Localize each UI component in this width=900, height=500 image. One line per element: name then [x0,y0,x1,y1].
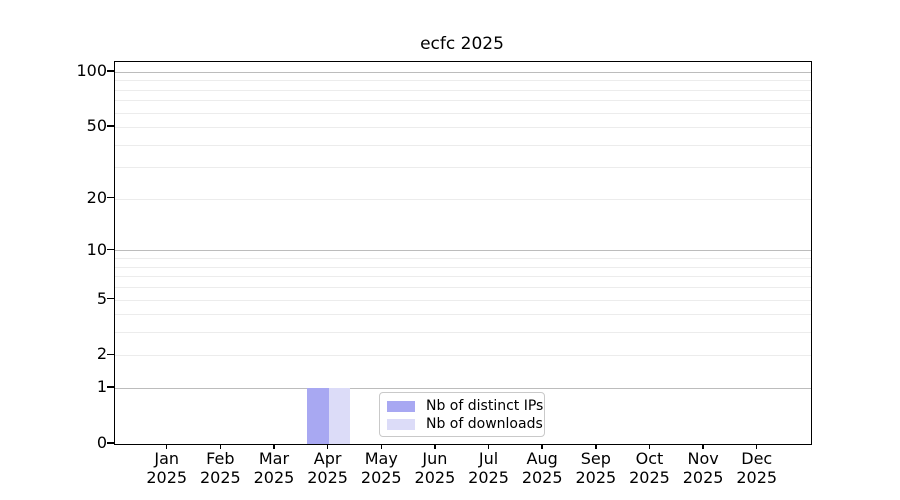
y-tick-mark [107,196,114,199]
y-tick-label: 50 [86,116,107,136]
x-tick-label: Mar 2025 [253,449,295,487]
bar-downloads [328,388,351,444]
x-tick-mark [648,444,651,449]
gridline-minor [115,127,811,129]
gridline-minor [115,100,811,102]
x-tick-mark [434,444,436,449]
gridline-minor [115,89,811,91]
x-tick-mark [595,444,597,449]
legend-label-distinct-ips: Nb of distinct IPs [426,398,544,414]
y-tick-label: 1 [96,377,107,397]
gridline-minor [115,276,811,278]
x-tick-mark [541,444,543,449]
gridline-minor [115,80,811,82]
x-tick-label: Feb 2025 [199,449,241,487]
gridline-minor [115,198,811,200]
gridline-minor [115,112,811,114]
gridline-major [115,250,811,252]
x-tick-label: Apr 2025 [307,449,348,487]
gridline-minor [115,167,811,169]
x-tick-mark [326,444,329,449]
x-tick-mark [702,444,704,449]
y-tick-mark [107,249,114,251]
bar-distinct-ips [307,388,329,444]
gridline-minor [115,144,811,146]
y-tick-label: 5 [96,288,107,308]
legend-item-downloads: Nb of downloads [387,416,544,433]
y-tick-mark [107,297,114,300]
legend: Nb of distinct IPs Nb of downloads [379,392,545,437]
gridline-minor [115,314,811,316]
y-tick-mark [107,442,114,444]
x-tick-label: Jan 2025 [146,449,188,487]
plot-area [114,61,812,445]
gridline-minor [115,287,811,289]
gridline-minor [115,299,811,301]
x-tick-mark [756,444,758,449]
chart-title: ecfc 2025 [420,34,504,54]
gridline-minor [115,355,811,357]
legend-label-downloads: Nb of downloads [426,416,543,432]
legend-swatch-distinct-ips [387,401,415,412]
x-tick-label: May 2025 [360,449,402,487]
x-tick-mark [273,444,275,449]
gridline-minor [115,266,811,268]
x-tick-mark [487,444,490,449]
x-tick-mark [380,444,382,449]
y-tick-mark [107,70,114,72]
y-tick-label: 100 [76,61,107,81]
x-tick-label: Aug 2025 [521,449,563,487]
x-tick-label: Oct 2025 [629,449,670,487]
legend-swatch-downloads [387,419,415,430]
y-tick-label: 20 [86,187,107,207]
gridline-minor [115,258,811,260]
x-tick-label: Sep 2025 [575,449,617,487]
y-tick-label: 10 [86,239,107,259]
gridline-major [115,387,811,389]
x-tick-label: Dec 2025 [736,449,778,487]
x-tick-mark [219,444,222,449]
y-tick-mark [107,125,114,127]
y-tick-mark [107,353,114,356]
y-tick-label: 0 [96,433,107,452]
legend-item-distinct-ips: Nb of distinct IPs [387,398,544,415]
x-tick-mark [166,444,168,449]
x-tick-label: Jun 2025 [414,449,456,487]
gridline-major [115,71,811,73]
y-tick-label: 2 [96,344,107,364]
x-tick-label: Jul 2025 [468,449,509,487]
x-tick-label: Nov 2025 [682,449,724,487]
y-tick-mark [107,386,114,388]
gridline-minor [115,332,811,334]
